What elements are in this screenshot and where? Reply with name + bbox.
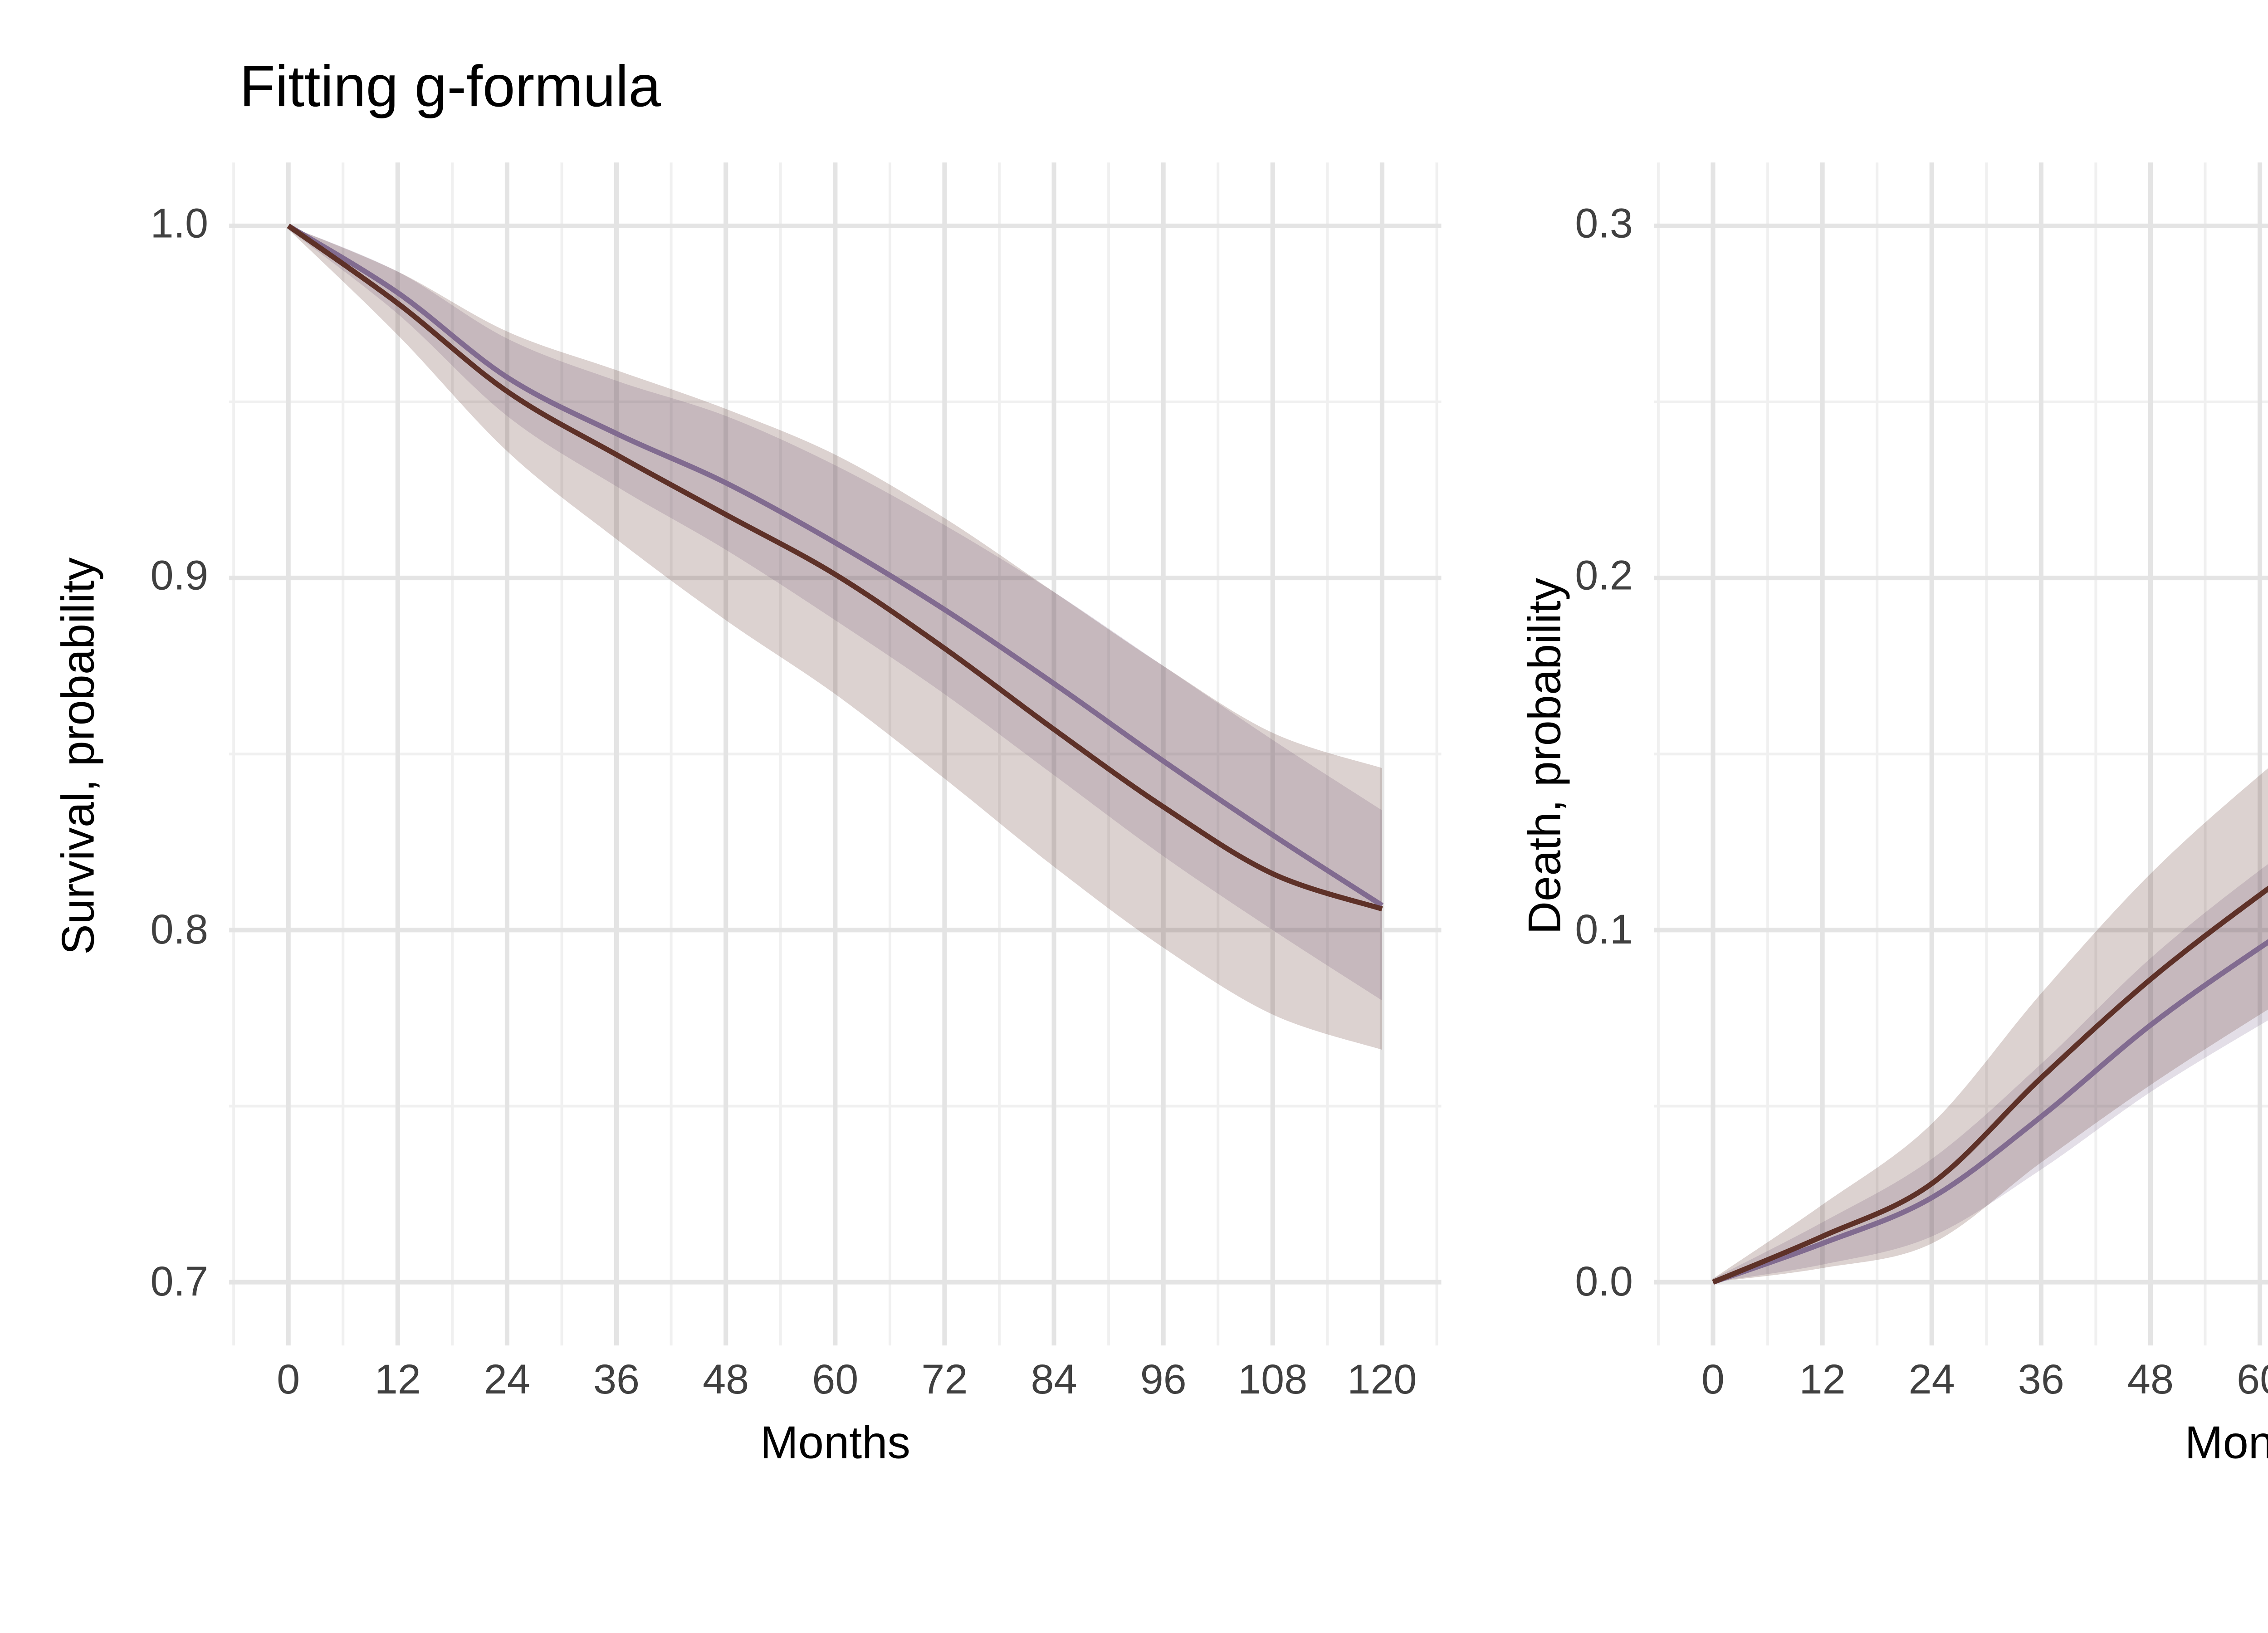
x-tick-label: 84 — [1031, 1358, 1077, 1404]
line-smoking-0 — [287, 223, 1384, 908]
y-tick-label: 0.0 — [1575, 1259, 1633, 1305]
x-tick-label: 48 — [703, 1358, 749, 1404]
ci-ribbon-smoking-0 — [288, 225, 1382, 1001]
y-tick-label: 0.9 — [150, 555, 209, 601]
y-tick-label: 0.1 — [1575, 907, 1633, 953]
ci-ribbon-smoking-1 — [288, 225, 1382, 1050]
line-smoking-1 — [1712, 885, 2268, 1285]
left-x-axis-title: Months — [760, 1416, 910, 1469]
x-tick-label: 96 — [1140, 1358, 1187, 1404]
x-tick-label: 120 — [1347, 1358, 1417, 1404]
x-tick-label: 36 — [593, 1358, 640, 1404]
right-x-axis-title: Months — [2185, 1416, 2268, 1469]
x-tick-label: 24 — [484, 1358, 530, 1404]
death-chart — [1653, 162, 2268, 1346]
line-smoking-0 — [1712, 939, 2268, 1285]
death-panel — [1653, 162, 2268, 1346]
x-tick-label: 48 — [2127, 1358, 2174, 1404]
y-tick-label: 0.2 — [1575, 555, 1633, 601]
survival-chart — [229, 162, 1442, 1346]
survival-panel — [229, 162, 1442, 1346]
x-tick-label: 36 — [2018, 1358, 2064, 1404]
x-tick-label: 60 — [812, 1358, 859, 1404]
ci-ribbon-smoking-1 — [1713, 768, 2268, 1282]
left-y-axis-title: Survival, probability — [52, 557, 104, 955]
x-tick-label: 108 — [1238, 1358, 1308, 1404]
y-tick-label: 0.3 — [1575, 203, 1633, 249]
line-smoking-1 — [287, 224, 1383, 912]
x-tick-label: 60 — [2237, 1358, 2268, 1404]
x-tick-label: 12 — [1799, 1358, 1846, 1404]
x-tick-label: 24 — [1908, 1358, 1955, 1404]
x-tick-label: 72 — [921, 1358, 968, 1404]
y-tick-label: 1.0 — [150, 203, 209, 249]
x-tick-label: 0 — [277, 1358, 300, 1404]
x-tick-label: 12 — [374, 1358, 421, 1404]
x-tick-label: 0 — [1701, 1358, 1725, 1404]
y-tick-label: 0.7 — [150, 1259, 209, 1305]
y-tick-label: 0.8 — [150, 907, 209, 953]
ci-ribbon-smoking-0 — [1713, 864, 2268, 1282]
chart-title: Fitting g-formula — [240, 54, 661, 119]
right-y-axis-title: Death, probability — [1518, 577, 1571, 934]
